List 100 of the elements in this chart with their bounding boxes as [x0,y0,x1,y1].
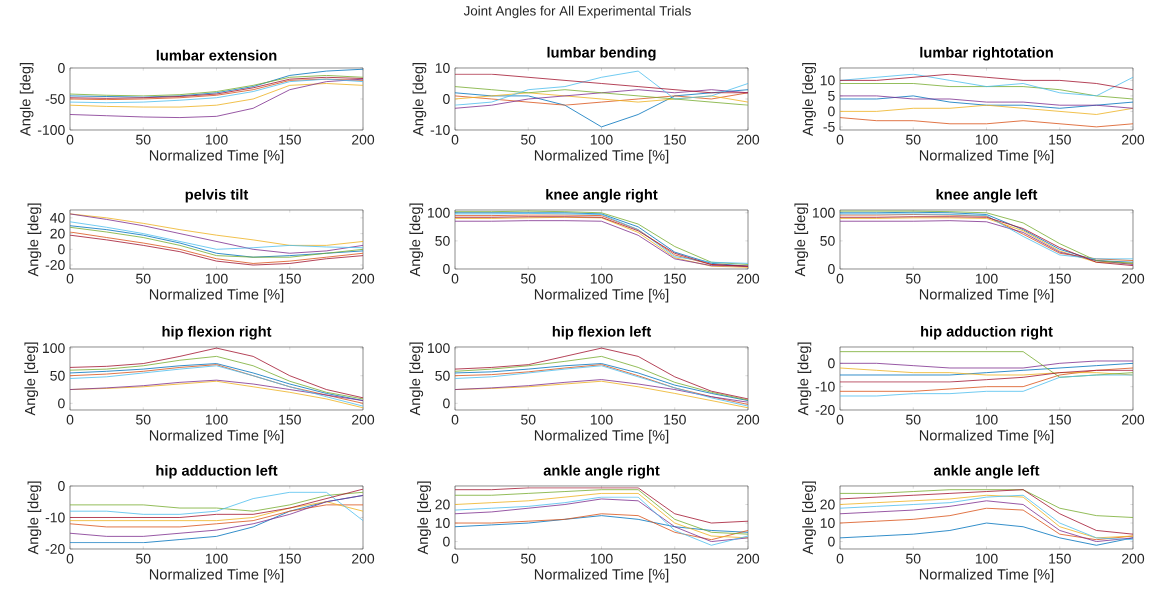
y-tick-label: -100 [37,125,65,135]
x-tick-label: 0 [66,273,74,284]
x-tick-label: 50 [136,134,151,145]
x-tick-label: 0 [836,134,844,145]
chart-title: hip adduction right [921,325,1053,340]
x-tick-label: 150 [279,414,301,425]
x-tick-label: 0 [836,273,844,284]
x-tick-label: 150 [664,273,686,284]
x-tick-label: 100 [205,134,228,145]
x-tick-label: 150 [1049,134,1071,145]
x-tick-label: 0 [451,134,459,145]
chart-title: hip adduction left [156,464,278,479]
x-axis-title: Normalized Time [%] [149,288,284,303]
y-axis-title: Angle [deg] [802,481,816,555]
line-series [840,374,1133,397]
x-tick-label: 100 [975,134,998,145]
x-tick-label: 0 [66,134,74,145]
y-tick-label: -20 [45,260,65,271]
x-tick-label: 200 [352,414,375,425]
x-tick-label: 200 [1122,134,1145,145]
y-axis-title: Angle [deg] [417,481,431,555]
x-axis-title: Normalized Time [%] [149,568,284,583]
y-axis-title: Angle [deg] [802,62,816,137]
y-tick-label: 50 [50,370,65,381]
x-tick-label: 100 [975,553,998,564]
x-tick-label: 50 [521,414,536,425]
x-axis-title: Normalized Time [%] [534,429,669,444]
y-axis-title: Angle [deg] [412,62,427,137]
x-tick-label: 150 [664,134,686,145]
line-series [70,83,364,108]
y-tick-label: 10 [435,518,450,529]
x-tick-label: 200 [737,134,760,145]
line-series [455,515,749,533]
y-tick-label: 0 [58,244,65,255]
x-tick-label: 100 [590,273,613,284]
x-tick-label: 200 [1122,553,1145,564]
y-tick-label: -10 [45,512,65,523]
y-tick-label: 20 [50,228,65,239]
y-axis-title: Angle [deg] [409,203,424,277]
y-axis-title: Angle [deg] [797,342,812,416]
y-tick-label: 50 [435,370,450,381]
line-series [455,379,749,403]
y-tick-label: 50 [435,235,450,246]
x-tick-label: 0 [451,553,459,564]
y-tick-label: -20 [815,405,835,415]
x-tick-label: 100 [205,553,228,564]
y-tick-label: 10 [820,75,835,86]
x-axis-title: Normalized Time [%] [919,429,1054,444]
x-tick-label: 150 [279,553,301,564]
line-series [70,355,364,400]
y-axis-title: Angle [deg] [409,342,424,416]
y-tick-label: 50 [820,235,835,246]
chart-title: lumbar extension [156,49,277,61]
y-tick-label: 0 [443,398,450,409]
y-tick-label: 20 [820,499,835,510]
x-tick-label: 100 [205,414,228,425]
x-tick-label: 150 [1049,273,1071,284]
y-tick-label: 0 [58,398,65,409]
y-tick-label: 20 [435,499,450,510]
y-tick-label: 40 [50,212,65,223]
line-series [70,78,364,118]
line-series [840,95,1133,109]
y-tick-label: 100 [428,207,450,218]
line-series [455,70,749,106]
x-axis-title: Normalized Time [%] [919,288,1054,303]
chart-title: hip flexion left [552,325,652,340]
x-tick-label: 0 [66,553,74,564]
x-tick-label: 100 [975,414,998,425]
line-series [455,513,749,541]
x-tick-label: 50 [906,553,921,564]
text: Joint Angles for All Experimental Trials [463,5,691,19]
y-axis-title: Angle [deg] [794,203,809,277]
y-tick-label: -50 [45,94,65,104]
x-tick-label: 200 [352,134,375,145]
x-axis-title: Normalized Time [%] [534,568,669,583]
x-tick-label: 200 [352,553,375,564]
x-axis-title: Normalized Time [%] [919,149,1054,164]
y-tick-label: 0 [828,536,835,547]
chart-title: pelvis tilt [185,188,249,203]
y-axis-title: Angle [deg] [27,481,42,555]
x-tick-label: 50 [906,273,921,284]
x-axis-title: Normalized Time [%] [919,568,1054,583]
y-tick-label: 0 [443,536,450,547]
y-tick-label: 100 [428,343,450,354]
line-series [840,507,1133,541]
x-tick-label: 200 [737,553,760,564]
x-axis-title: Normalized Time [%] [149,429,284,444]
y-tick-label: -5 [823,122,835,132]
x-tick-label: 100 [590,134,613,145]
y-tick-label: 10 [820,518,835,529]
x-axis-title: Normalized Time [%] [534,149,669,164]
x-tick-label: 0 [451,273,459,284]
x-tick-label: 150 [279,134,301,145]
x-axis-title: Normalized Time [%] [149,149,284,164]
x-tick-label: 0 [836,553,844,564]
x-tick-label: 50 [521,553,536,564]
y-tick-label: 0 [828,264,835,274]
x-tick-label: 150 [664,414,686,425]
line-series [455,347,749,400]
y-tick-label: -10 [430,125,450,135]
